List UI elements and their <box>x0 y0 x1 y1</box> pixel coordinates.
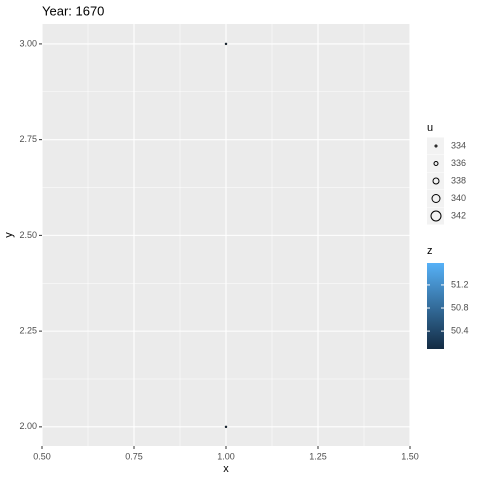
colorbar-label: 50.8 <box>451 302 469 312</box>
chart-title: Year: 1670 <box>42 3 104 18</box>
legend-label: 336 <box>451 158 466 168</box>
x-tick-label: 0.50 <box>33 451 51 461</box>
colorbar <box>427 263 444 349</box>
colorbar-label: 50.4 <box>451 325 469 335</box>
y-tick-label: 3.00 <box>19 38 37 48</box>
x-tick-label: 1.00 <box>217 451 235 461</box>
y-tick-label: 2.25 <box>19 325 37 335</box>
size-legend-title: u <box>427 122 433 134</box>
legend-label: 342 <box>451 210 466 220</box>
point <box>224 42 228 46</box>
legend-label: 338 <box>451 175 466 185</box>
legend-symbol <box>434 144 438 148</box>
x-axis-label: x <box>223 463 229 475</box>
colorbar-label: 51.2 <box>451 279 469 289</box>
legend-symbol <box>430 210 442 222</box>
legend-label: 340 <box>451 193 466 203</box>
y-tick-label: 2.50 <box>19 230 37 240</box>
legend-key <box>427 190 444 207</box>
x-tick-label: 1.25 <box>309 451 327 461</box>
y-tick-label: 2.75 <box>19 134 37 144</box>
legend-key <box>427 155 444 172</box>
legend-symbol <box>433 161 439 166</box>
color-legend-title: z <box>427 245 433 257</box>
y-axis-label: y <box>3 232 15 238</box>
x-tick-label: 1.50 <box>401 451 419 461</box>
x-tick-label: 0.75 <box>125 451 143 461</box>
point <box>224 425 228 429</box>
legend-symbol <box>431 194 441 203</box>
y-tick-label: 2.00 <box>19 421 37 431</box>
legend-key <box>427 172 444 190</box>
legend-symbol <box>432 177 440 185</box>
legend-key <box>427 207 444 225</box>
legend-label: 334 <box>451 140 466 150</box>
